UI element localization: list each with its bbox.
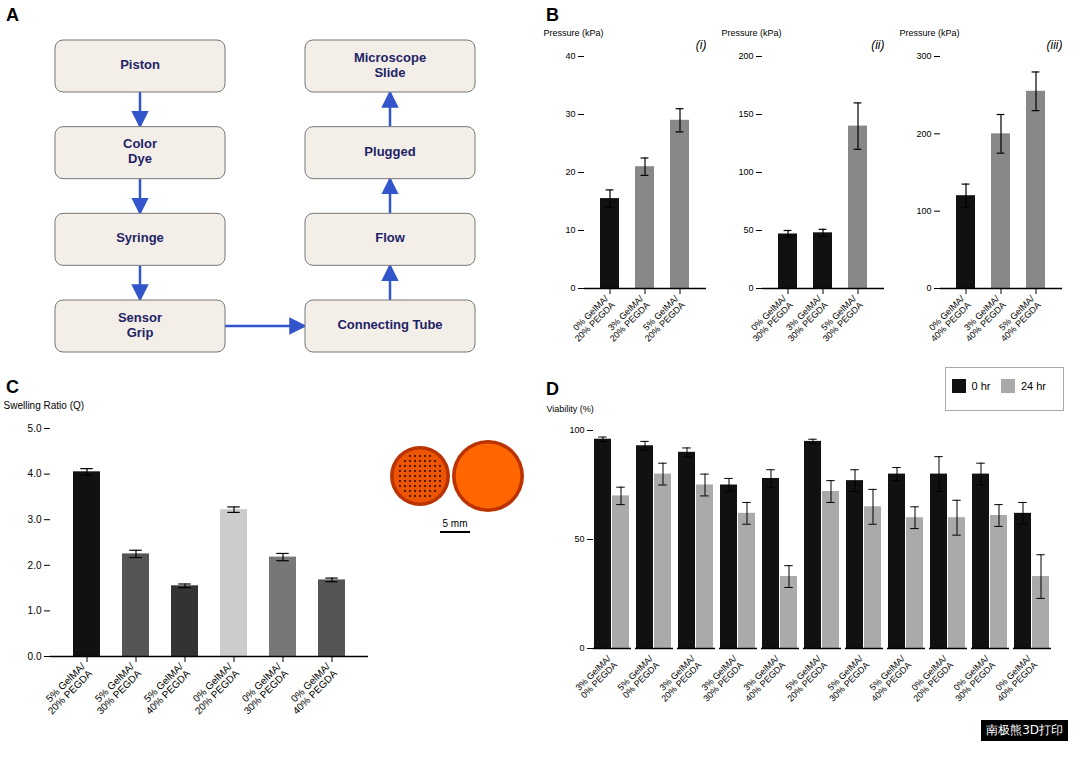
svg-text:0% GelMA/20% PEGDA: 0% GelMA/20% PEGDA <box>905 653 956 704</box>
svg-text:0% GelMA/20% PEGDA: 0% GelMA/20% PEGDA <box>185 660 241 716</box>
svg-text:0% GelMA/30% PEGDA: 0% GelMA/30% PEGDA <box>234 660 290 716</box>
svg-text:200: 200 <box>916 129 931 139</box>
svg-text:40: 40 <box>565 51 575 61</box>
svg-text:5.0: 5.0 <box>28 423 42 434</box>
svg-text:0: 0 <box>926 283 931 293</box>
svg-text:5% GelMA/20% PEGDA: 5% GelMA/20% PEGDA <box>636 293 687 344</box>
svg-text:Pressure (kPa): Pressure (kPa) <box>544 28 604 38</box>
svg-text:0: 0 <box>579 643 584 653</box>
svg-text:5 mm: 5 mm <box>443 518 468 529</box>
svg-text:(iii): (iii) <box>1047 38 1063 52</box>
svg-text:0% GelMA/40% PEGDA: 0% GelMA/40% PEGDA <box>283 660 339 716</box>
svg-text:ColorDye: ColorDye <box>123 137 157 167</box>
svg-text:5% GelMA/30% PEGDA: 5% GelMA/30% PEGDA <box>821 653 872 704</box>
svg-text:1.0: 1.0 <box>28 605 42 616</box>
svg-text:Viability (%): Viability (%) <box>547 404 594 414</box>
svg-text:100: 100 <box>738 167 753 177</box>
svg-text:50: 50 <box>743 225 753 235</box>
svg-text:4.0: 4.0 <box>28 468 42 479</box>
svg-text:MicroscopeSlide: MicroscopeSlide <box>354 50 426 80</box>
svg-text:Swelling Ratio (Q): Swelling Ratio (Q) <box>4 400 85 411</box>
svg-text:(i): (i) <box>696 38 707 52</box>
svg-text:0: 0 <box>570 283 575 293</box>
svg-text:(ii): (ii) <box>871 38 884 52</box>
svg-text:3% GelMA/40% PEGDA: 3% GelMA/40% PEGDA <box>737 653 788 704</box>
svg-text:Pressure (kPa): Pressure (kPa) <box>722 28 782 38</box>
svg-text:Connecting Tube: Connecting Tube <box>337 317 442 332</box>
svg-text:Flow: Flow <box>375 231 405 246</box>
svg-text:0% GelMA/30% PEGDA: 0% GelMA/30% PEGDA <box>947 653 998 704</box>
svg-text:5% GelMA/40% PEGDA: 5% GelMA/40% PEGDA <box>863 653 914 704</box>
svg-text:30: 30 <box>565 109 575 119</box>
svg-text:5% GelMA/30% PEGDA: 5% GelMA/30% PEGDA <box>87 660 143 716</box>
svg-text:3% GelMA/0% PEGDA: 3% GelMA/0% PEGDA <box>572 653 619 700</box>
svg-text:100: 100 <box>916 206 931 216</box>
svg-text:5% GelMA/20% PEGDA: 5% GelMA/20% PEGDA <box>38 660 94 716</box>
svg-text:20: 20 <box>565 167 575 177</box>
svg-text:300: 300 <box>916 51 931 61</box>
svg-text:5% GelMA/40% PEGDA: 5% GelMA/40% PEGDA <box>992 293 1043 344</box>
svg-text:5% GelMA/30% PEGDA: 5% GelMA/30% PEGDA <box>814 293 865 344</box>
svg-text:Plugged: Plugged <box>364 144 415 159</box>
svg-text:Pressure (kPa): Pressure (kPa) <box>900 28 960 38</box>
svg-text:0% GelMA/40% PEGDA: 0% GelMA/40% PEGDA <box>989 653 1040 704</box>
svg-text:200: 200 <box>738 51 753 61</box>
svg-text:100: 100 <box>569 425 584 435</box>
svg-text:150: 150 <box>738 109 753 119</box>
svg-text:SensorGrip: SensorGrip <box>118 310 162 340</box>
svg-text:5% GelMA/20% PEGDA: 5% GelMA/20% PEGDA <box>779 653 830 704</box>
svg-text:Piston: Piston <box>120 57 160 72</box>
svg-text:Syringe: Syringe <box>116 231 164 246</box>
svg-text:2.0: 2.0 <box>28 560 42 571</box>
svg-text:10: 10 <box>565 225 575 235</box>
svg-text:5% GelMA/40% PEGDA: 5% GelMA/40% PEGDA <box>136 660 192 716</box>
svg-text:0.0: 0.0 <box>28 651 42 662</box>
svg-text:3% GelMA/20% PEGDA: 3% GelMA/20% PEGDA <box>653 653 704 704</box>
svg-text:0: 0 <box>748 283 753 293</box>
svg-text:50: 50 <box>574 534 584 544</box>
svg-text:3.0: 3.0 <box>28 514 42 525</box>
svg-text:5% GelMA/0% PEGDA: 5% GelMA/0% PEGDA <box>614 653 661 700</box>
svg-text:3% GelMA/30% PEGDA: 3% GelMA/30% PEGDA <box>695 653 746 704</box>
